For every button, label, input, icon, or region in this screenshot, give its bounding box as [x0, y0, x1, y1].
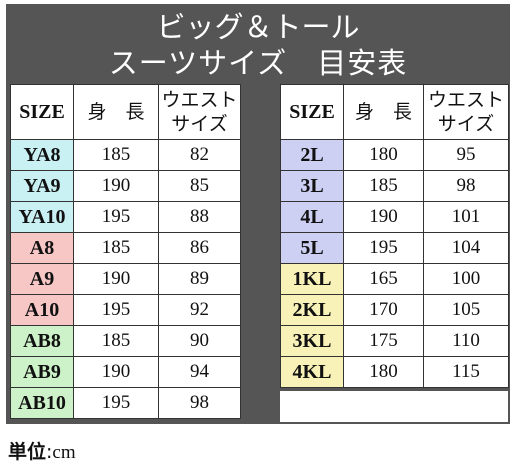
title-line-1: ビッグ＆トール	[156, 10, 360, 44]
table-row: 4KL 180 115	[280, 356, 509, 388]
empty-cell	[280, 391, 508, 422]
waist-cell: 89	[158, 263, 241, 295]
table-row: AB8 185 90	[10, 325, 241, 357]
height-cell: 180	[343, 139, 424, 171]
height-cell: 190	[343, 201, 424, 233]
height-cell: 190	[73, 356, 159, 388]
waist-cell: 100	[423, 263, 509, 295]
height-cell: 185	[73, 325, 159, 357]
size-cell: A8	[10, 232, 74, 264]
height-cell: 190	[73, 170, 159, 202]
header-waist: ウエスト サイズ	[158, 84, 241, 140]
header-height: 身 長	[343, 84, 424, 140]
header-waist-line2: サイズ	[171, 113, 228, 135]
waist-cell: 101	[423, 201, 509, 233]
waist-cell: 104	[423, 232, 509, 264]
table-row: YA8 185 82	[10, 139, 241, 171]
waist-cell: 92	[158, 294, 241, 326]
size-cell: AB8	[10, 325, 74, 357]
size-cell: 3L	[280, 170, 344, 202]
size-cell: 1KL	[280, 263, 344, 295]
waist-cell: 85	[158, 170, 241, 202]
height-cell: 195	[73, 201, 159, 233]
chart-title: ビッグ＆トール スーツサイズ 目安表	[6, 4, 510, 84]
table-row: 2KL 170 105	[280, 294, 509, 326]
waist-cell: 98	[158, 387, 241, 419]
size-cell: YA10	[10, 201, 74, 233]
waist-cell: 86	[158, 232, 241, 264]
waist-cell: 110	[423, 325, 509, 357]
size-cell: A9	[10, 263, 74, 295]
table-row: AB9 190 94	[10, 356, 241, 388]
header-waist-line1: ウエスト	[427, 89, 504, 111]
height-cell: 170	[343, 294, 424, 326]
height-cell: 175	[343, 325, 424, 357]
height-cell: 165	[343, 263, 424, 295]
waist-cell: 115	[423, 356, 509, 388]
size-cell: 4KL	[280, 356, 344, 388]
size-cell: YA9	[10, 170, 74, 202]
size-cell: YA8	[10, 139, 74, 171]
title-line-2: スーツサイズ 目安表	[108, 46, 408, 80]
table-row: A8 185 86	[10, 232, 241, 264]
unit-note: 単位:cm	[8, 437, 76, 464]
size-cell: A10	[10, 294, 74, 326]
size-cell: 2L	[280, 139, 344, 171]
table-row: YA9 190 85	[10, 170, 241, 202]
height-cell: 190	[73, 263, 159, 295]
height-cell: 180	[343, 356, 424, 388]
height-cell: 195	[73, 294, 159, 326]
size-cell: AB9	[10, 356, 74, 388]
unit-value: cm	[52, 442, 76, 463]
waist-cell: 90	[158, 325, 241, 357]
header-height: 身 長	[73, 84, 159, 140]
header-waist: ウエスト サイズ	[423, 84, 509, 140]
header-size: SIZE	[10, 84, 74, 140]
table-row: 4L 190 101	[280, 201, 509, 233]
table-row: A9 190 89	[10, 263, 241, 295]
unit-label: 単位	[8, 441, 47, 463]
waist-cell: 94	[158, 356, 241, 388]
table-row: 3L 185 98	[280, 170, 509, 202]
waist-cell: 82	[158, 139, 241, 171]
table-row: 2L 180 95	[280, 139, 509, 171]
size-cell: 2KL	[280, 294, 344, 326]
table-row: YA10 195 88	[10, 201, 241, 233]
height-cell: 185	[343, 170, 424, 202]
height-cell: 195	[73, 387, 159, 419]
height-cell: 185	[73, 139, 159, 171]
header-size: SIZE	[280, 84, 344, 140]
table-row: AB10 195 98	[10, 387, 241, 419]
size-cell: AB10	[10, 387, 74, 419]
waist-cell: 98	[423, 170, 509, 202]
height-cell: 195	[343, 232, 424, 264]
table-row: 5L 195 104	[280, 232, 509, 264]
size-cell: 5L	[280, 232, 344, 264]
size-cell: 4L	[280, 201, 344, 233]
size-table-left: SIZE 身 長 ウエスト サイズ YA8 185 82 YA9 190 85 YA10 19…	[10, 84, 241, 419]
waist-cell: 88	[158, 201, 241, 233]
table-row: 3KL 175 110	[280, 325, 509, 357]
waist-cell: 95	[423, 139, 509, 171]
size-table-right: SIZE 身 長 ウエスト サイズ 2L 180 95 3L 185 98 4L 190 101…	[280, 84, 509, 388]
table-row: A10 195 92	[10, 294, 241, 326]
unit-separator: :	[46, 441, 53, 463]
height-cell: 185	[73, 232, 159, 264]
header-waist-line2: サイズ	[437, 113, 495, 135]
table-row: 1KL 165 100	[280, 263, 509, 295]
size-cell: 3KL	[280, 325, 344, 357]
header-waist-line1: ウエスト	[161, 89, 238, 111]
waist-cell: 105	[423, 294, 509, 326]
